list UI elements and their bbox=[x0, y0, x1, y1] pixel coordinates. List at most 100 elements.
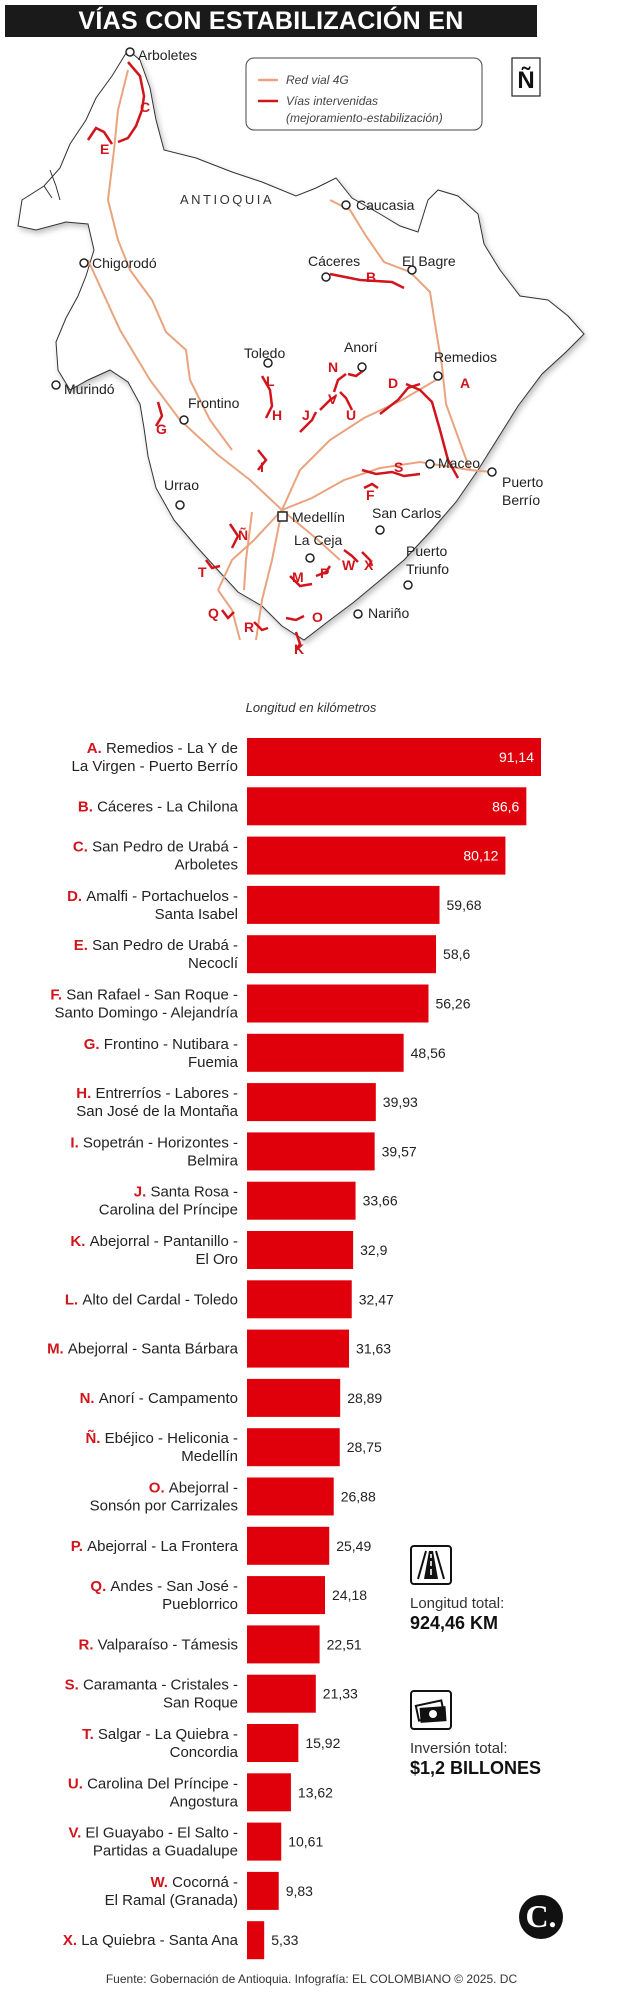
road-icon bbox=[410, 1545, 452, 1585]
category-label: J. Santa Rosa - bbox=[134, 1184, 238, 1201]
bar bbox=[247, 1921, 265, 1960]
bar bbox=[247, 1625, 320, 1664]
svg-text:Anorí: Anorí bbox=[344, 339, 378, 355]
category-label: M. Abejorral - Santa Bárbara bbox=[47, 1341, 239, 1358]
svg-text:Puerto: Puerto bbox=[406, 543, 447, 559]
svg-text:T: T bbox=[198, 564, 207, 580]
svg-text:X: X bbox=[364, 557, 374, 573]
category-label: San José de la Montaña bbox=[76, 1103, 238, 1120]
medellin-marker bbox=[277, 511, 288, 522]
category-letter: D. bbox=[67, 888, 86, 905]
bar bbox=[247, 1822, 282, 1861]
category-letter: Q. bbox=[90, 1578, 110, 1595]
category-label: W. Cocorná - bbox=[150, 1874, 238, 1891]
category-label: F. San Rafael - San Roque - bbox=[50, 987, 238, 1004]
svg-text:La Ceja: La Ceja bbox=[294, 532, 342, 548]
category-label: Pueblorrico bbox=[162, 1596, 238, 1613]
bar bbox=[247, 1033, 404, 1072]
department-outline bbox=[17, 49, 585, 641]
value-label: 58,6 bbox=[443, 946, 470, 962]
svg-text:P: P bbox=[320, 565, 329, 581]
map-legend: Red vial 4G Vías intervenidas (mejoramie… bbox=[245, 57, 483, 131]
svg-text:D: D bbox=[388, 375, 398, 391]
stat-length: Longitud total: 924,46 KM bbox=[410, 1545, 610, 1634]
svg-text:Chigorodó: Chigorodó bbox=[92, 255, 157, 271]
svg-text:B: B bbox=[366, 269, 376, 285]
category-letter: B. bbox=[78, 798, 97, 815]
svg-text:Red vial 4G: Red vial 4G bbox=[286, 73, 349, 87]
antioquia-map: Arboletes Caucasia Chigorodó Cáceres El … bbox=[17, 47, 585, 657]
category-letter: E. bbox=[74, 937, 92, 954]
category-label: Medellín bbox=[181, 1448, 238, 1465]
category-letter: F. bbox=[50, 987, 66, 1004]
category-label: Fuemia bbox=[188, 1054, 239, 1071]
svg-text:Caucasia: Caucasia bbox=[356, 197, 415, 213]
category-letter: V. bbox=[68, 1825, 85, 1842]
svg-text:K: K bbox=[294, 641, 304, 657]
region-label: ANTIOQUIA bbox=[180, 192, 274, 207]
category-letter: W. bbox=[150, 1874, 172, 1891]
category-letter: S. bbox=[65, 1677, 83, 1694]
value-label: 22,51 bbox=[327, 1636, 362, 1652]
category-label: P. Abejorral - La Frontera bbox=[71, 1538, 239, 1555]
value-label: 32,9 bbox=[360, 1242, 387, 1258]
svg-text:Berrío: Berrío bbox=[502, 492, 540, 508]
route-letters: C E B N L D A H J V U G I S F Ñ W X T M … bbox=[100, 99, 470, 657]
category-label: Concordia bbox=[170, 1744, 239, 1761]
bar bbox=[247, 1477, 334, 1516]
svg-text:Nariño: Nariño bbox=[368, 605, 409, 621]
value-label: 56,26 bbox=[435, 996, 470, 1012]
category-letter: T. bbox=[82, 1726, 98, 1743]
value-label: 39,57 bbox=[382, 1143, 417, 1159]
svg-text:Puerto: Puerto bbox=[502, 474, 543, 490]
bar bbox=[247, 787, 527, 826]
money-icon bbox=[410, 1690, 452, 1730]
svg-text:Arboletes: Arboletes bbox=[138, 47, 197, 63]
category-label: La Virgen - Puerto Berrío bbox=[72, 758, 238, 775]
svg-text:(mejoramiento-estabilización): (mejoramiento-estabilización) bbox=[286, 111, 443, 125]
red-vial-4g bbox=[87, 69, 493, 641]
category-label: Arboletes bbox=[175, 857, 238, 874]
svg-text:O: O bbox=[312, 609, 323, 625]
svg-text:N: N bbox=[328, 359, 338, 375]
category-label: Q. Andes - San José - bbox=[90, 1578, 238, 1595]
logo-letter: C. bbox=[525, 1898, 557, 1934]
category-letter: P. bbox=[71, 1538, 87, 1555]
svg-text:W: W bbox=[342, 557, 356, 573]
category-letter: N. bbox=[80, 1390, 99, 1407]
category-letter: A. bbox=[87, 740, 106, 757]
vias-intervenidas bbox=[86, 61, 460, 651]
value-label: 86,6 bbox=[492, 798, 519, 814]
svg-text:V: V bbox=[328, 391, 338, 407]
category-label: E. San Pedro de Urabá - bbox=[74, 937, 238, 954]
value-label: 39,93 bbox=[383, 1094, 418, 1110]
value-label: 5,33 bbox=[271, 1932, 298, 1948]
svg-text:C: C bbox=[140, 99, 150, 115]
bar bbox=[247, 1526, 330, 1565]
north-arrow-icon: Ñ bbox=[511, 57, 541, 97]
svg-text:U: U bbox=[346, 407, 356, 423]
value-label: 28,75 bbox=[347, 1439, 382, 1455]
category-label: Santa Isabel bbox=[155, 906, 238, 923]
value-label: 26,88 bbox=[341, 1489, 376, 1505]
bar bbox=[247, 1329, 350, 1368]
svg-text:J: J bbox=[302, 407, 310, 423]
svg-text:Murindó: Murindó bbox=[64, 381, 115, 397]
category-label: A. Remedios - La Y de bbox=[87, 740, 238, 757]
svg-text:M: M bbox=[292, 569, 304, 585]
svg-text:H: H bbox=[272, 407, 282, 423]
svg-text:Maceo: Maceo bbox=[438, 455, 480, 471]
town-markers bbox=[51, 47, 497, 619]
length-value: 924,46 KM bbox=[410, 1613, 499, 1633]
category-label: Belmira bbox=[187, 1152, 239, 1169]
value-label: 15,92 bbox=[305, 1735, 340, 1751]
category-letter: Ñ. bbox=[85, 1429, 104, 1447]
svg-text:Q: Q bbox=[208, 605, 219, 621]
value-label: 48,56 bbox=[411, 1045, 446, 1061]
svg-text:Vías intervenidas: Vías intervenidas bbox=[286, 94, 378, 108]
source-credit: Fuente: Gobernación de Antioquia. Infogr… bbox=[105, 1972, 518, 1986]
title-bar: VÍAS CON ESTABILIZACIÓN EN ANTIOQUIA bbox=[5, 5, 537, 67]
category-label: B. Cáceres - La Chilona bbox=[78, 798, 239, 815]
category-letter: R. bbox=[78, 1636, 97, 1653]
